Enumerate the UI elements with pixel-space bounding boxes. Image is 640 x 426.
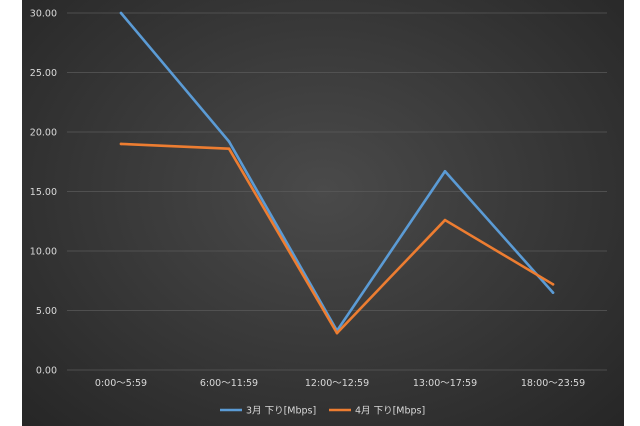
y-tick-label: 30.00	[30, 9, 57, 20]
x-tick-label: 6:00～11:59	[200, 378, 258, 389]
line-chart: 0.00 5.00 10.00 15.00 20.00 25.00 30.00 0:00～5…	[30, 9, 607, 417]
y-tick-label: 15.00	[30, 187, 57, 198]
data-point	[227, 147, 231, 150]
chart-panel: 0.00 5.00 10.00 15.00 20.00 25.00 30.00 0:00～5…	[22, 0, 624, 426]
legend-label-2: 4月 下り[Mbps]	[355, 406, 425, 417]
x-tick-label: 12:00～12:59	[305, 378, 369, 389]
x-tick-label: 18:00～23:59	[521, 378, 585, 389]
x-axis-ticks: 0:00～5:59 6:00～11:59 12:00～12:59 13:00～17:5…	[95, 378, 585, 389]
y-tick-label: 20.00	[30, 128, 57, 139]
data-point	[119, 142, 123, 146]
data-point	[443, 169, 447, 173]
series-layer	[119, 11, 555, 335]
series-line-1	[119, 11, 555, 333]
legend: 3月 下り[Mbps] 4月 下り[Mbps]	[220, 406, 425, 417]
x-tick-label: 13:00～17:59	[413, 378, 477, 389]
series-line-2	[119, 142, 555, 335]
y-tick-label: 5.00	[36, 306, 57, 317]
y-tick-label: 0.00	[36, 366, 57, 377]
data-point	[551, 291, 555, 294]
data-point	[227, 140, 231, 143]
legend-label-1: 3月 下り[Mbps]	[246, 406, 316, 417]
data-point	[119, 11, 123, 15]
y-tick-label: 25.00	[30, 68, 57, 79]
y-tick-label: 10.00	[30, 247, 57, 258]
data-point	[335, 331, 339, 335]
x-tick-label: 0:00～5:59	[95, 378, 147, 389]
data-point	[443, 218, 447, 222]
y-axis-ticks: 0.00 5.00 10.00 15.00 20.00 25.00 30.00	[30, 9, 57, 377]
grid-layer	[67, 12, 607, 371]
data-point	[551, 283, 555, 286]
